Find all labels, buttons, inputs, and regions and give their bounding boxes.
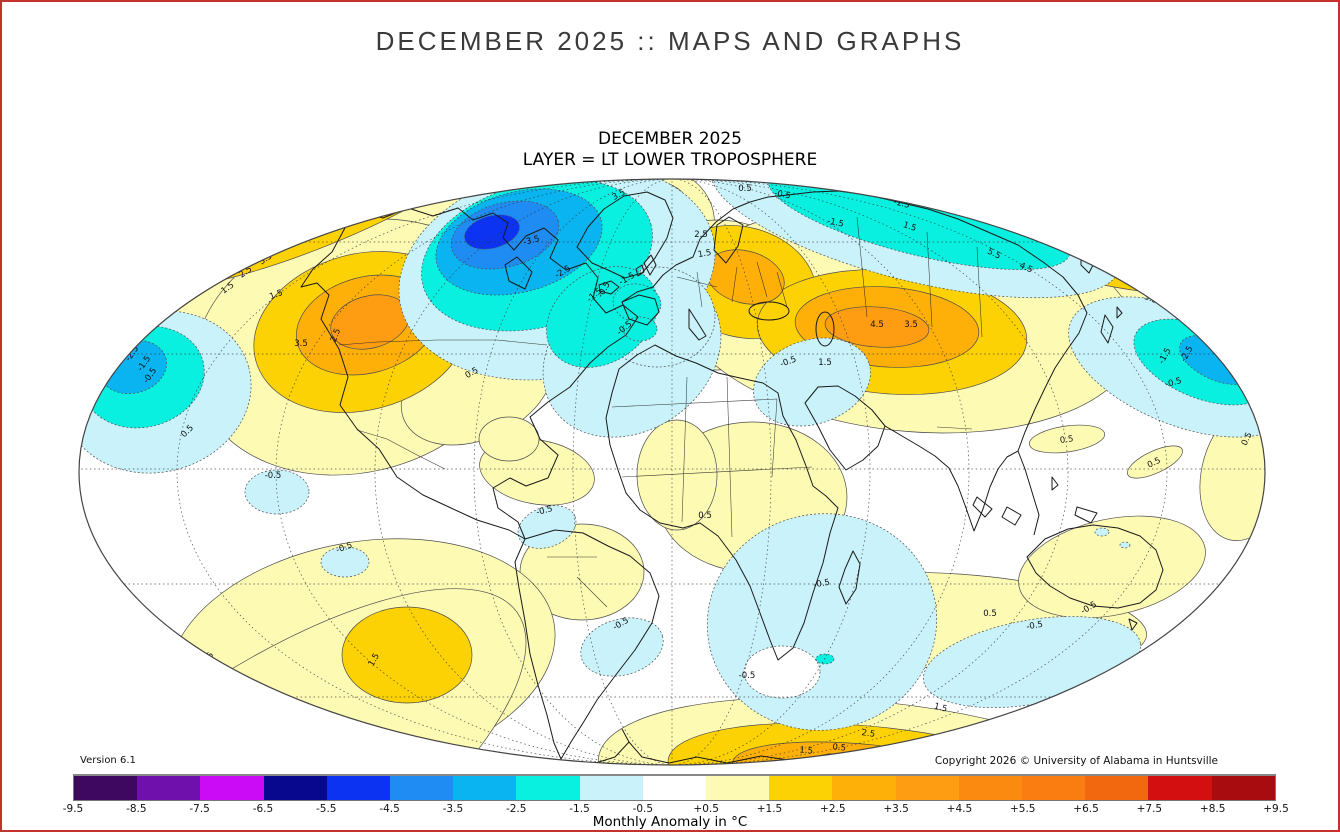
map-outline bbox=[78, 178, 1266, 766]
colorbar-cell bbox=[706, 776, 770, 800]
anomaly-map: 5.5 4.5 3.5 2.5 1.5 1.5 3.5 2.5 1.5 -2.5 -1.5 -0.5 0… bbox=[77, 177, 1267, 767]
colorbar-tick: +7.5 bbox=[1136, 803, 1163, 815]
colorbar-cell bbox=[958, 776, 1023, 800]
colorbar-cell bbox=[895, 776, 959, 800]
colorbar-cell bbox=[1211, 776, 1275, 800]
anomaly-colorbar bbox=[73, 774, 1276, 801]
colorbar-cell bbox=[390, 776, 454, 800]
contour-label: 1.5 bbox=[799, 745, 813, 756]
contour-label: -0.5 bbox=[739, 671, 756, 681]
colorbar-tick: +4.5 bbox=[946, 803, 973, 815]
contour-label: -0.5 bbox=[773, 189, 791, 202]
colorbar-tick: +2.5 bbox=[820, 803, 846, 815]
contour-label: 4.5 bbox=[870, 320, 884, 330]
colorbar-tick: +9.5 bbox=[1263, 803, 1289, 815]
colorbar-tick: -8.5 bbox=[126, 803, 147, 815]
contour-label: 5.5 bbox=[230, 247, 247, 263]
colorbar-ticks: -9.5 -8.5 -7.5 -6.5 -5.5 -4.5 -3.5 -2.5 -1.5 -0.5… bbox=[63, 803, 1289, 816]
contour-label: -3.5 bbox=[522, 234, 541, 248]
colorbar-cell bbox=[769, 776, 833, 800]
contour-label: 0.5 bbox=[318, 715, 335, 731]
contour-label: 1.5 bbox=[933, 701, 949, 714]
colorbar-tick: -5.5 bbox=[316, 803, 337, 815]
contour-label: 1.5 bbox=[374, 187, 389, 200]
contour-label: -0.5 bbox=[535, 504, 554, 518]
colorbar-cell bbox=[579, 776, 643, 800]
colorbar-tick: +0.5 bbox=[693, 803, 719, 815]
contour-label: 0.5 bbox=[738, 184, 752, 194]
colorbar-tick: +6.5 bbox=[1073, 803, 1099, 815]
contour-label: -0.5 bbox=[1026, 620, 1044, 633]
contour-label: -0.5 bbox=[813, 578, 831, 591]
contour-label: 0.5 bbox=[983, 609, 997, 619]
colorbar-cell bbox=[453, 776, 517, 800]
contour-label: 2.5 bbox=[861, 728, 876, 740]
contour-label: 1.5 bbox=[818, 358, 832, 368]
anomaly-map-svg: 5.54.53.52.51.51.53.52.51.5-2.5-1.5-0.50… bbox=[78, 178, 1266, 766]
contour-label: 2.5 bbox=[694, 230, 708, 240]
contour-label: -0.5 bbox=[1164, 376, 1183, 390]
contour-label: 0.5 bbox=[1059, 434, 1074, 446]
colorbar-tick: -0.5 bbox=[632, 803, 654, 815]
colorbar-tick: -6.5 bbox=[252, 803, 274, 815]
colorbar-cell bbox=[200, 776, 264, 800]
colorbar-tick: -7.5 bbox=[189, 803, 210, 815]
contour-label: 3.5 bbox=[904, 320, 918, 330]
contour-label: -1.5 bbox=[826, 216, 844, 229]
colorbar-cell bbox=[1022, 776, 1086, 800]
colorbar-tick: +3.5 bbox=[883, 803, 909, 815]
colorbar-cell bbox=[263, 776, 327, 800]
colorbar-cell bbox=[832, 776, 896, 800]
contour-label: -0.5 bbox=[265, 471, 282, 481]
colorbar-tick: +1.5 bbox=[756, 803, 783, 815]
colorbar-tick: -1.5 bbox=[569, 803, 590, 815]
contour-label: 3.5 bbox=[294, 339, 308, 349]
colorbar-cell bbox=[642, 776, 707, 800]
map-title: DECEMBER 2025 LAYER = LT LOWER TROPOSPHE… bbox=[2, 129, 1338, 171]
contour-label: 1.5 bbox=[697, 248, 712, 260]
colorbar-label: Monthly Anomaly in °C bbox=[592, 814, 748, 830]
colorbar-tick: -4.5 bbox=[379, 803, 400, 815]
contour-label: -0.5 bbox=[1123, 707, 1142, 721]
copyright-label: Copyright 2026 © University of Alabama i… bbox=[934, 755, 1218, 767]
colorbar-tick: -3.5 bbox=[442, 803, 464, 815]
cold-anomaly-regions bbox=[79, 179, 1265, 760]
contour-label: 1.5 bbox=[268, 288, 284, 302]
colorbar-cell bbox=[137, 776, 201, 800]
colorbar-cell bbox=[516, 776, 580, 800]
colorbar-tick: -2.5 bbox=[505, 803, 527, 815]
map-title-line2: LAYER = LT LOWER TROPOSPHERE bbox=[522, 150, 818, 170]
contour-label: 4.5 bbox=[253, 237, 270, 253]
page-title: DECEMBER 2025 :: MAPS AND GRAPHS bbox=[375, 26, 965, 56]
colorbar-cell bbox=[74, 776, 138, 800]
contour-label: 1.5 bbox=[902, 220, 918, 234]
colorbar-tick: +5.5 bbox=[1009, 803, 1036, 815]
version-label: Version 6.1 bbox=[80, 755, 136, 766]
country-borders bbox=[338, 216, 983, 608]
contour-label: 2.5 bbox=[329, 327, 343, 343]
colorbar-cell bbox=[326, 776, 391, 800]
colorbar-cell bbox=[1085, 776, 1149, 800]
contour-label: 0.5 bbox=[698, 511, 712, 521]
colorbar-cell bbox=[1148, 776, 1212, 800]
colorbar-tick: +8.5 bbox=[1199, 803, 1226, 815]
map-title-line1: DECEMBER 2025 bbox=[598, 129, 742, 149]
continent-outlines bbox=[300, 190, 1236, 765]
colorbar-tick: -9.5 bbox=[62, 803, 84, 815]
contour-label: 0.5 bbox=[832, 742, 846, 753]
contour-label: 1.5 bbox=[427, 185, 442, 197]
